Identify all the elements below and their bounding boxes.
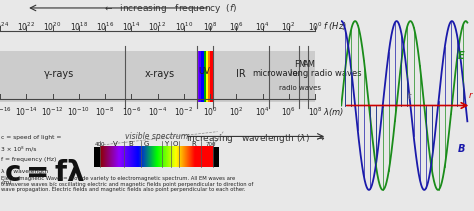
Text: visible spectrum: visible spectrum — [125, 132, 188, 141]
Text: $10^{-4}$: $10^{-4}$ — [148, 106, 167, 118]
Text: 3 × 10⁸ m/s: 3 × 10⁸ m/s — [1, 146, 37, 151]
Text: $10^{22}$: $10^{22}$ — [17, 20, 35, 33]
Text: B: B — [128, 141, 133, 147]
Text: $10^{8}$: $10^{8}$ — [308, 106, 322, 118]
Bar — [210, 51, 213, 102]
Text: $10^{6}$: $10^{6}$ — [281, 106, 296, 118]
Text: $10^{-8}$: $10^{-8}$ — [95, 106, 115, 118]
Text: $10^{-14}$: $10^{-14}$ — [15, 106, 37, 118]
Text: $10^{18}$: $10^{18}$ — [70, 20, 88, 33]
Bar — [201, 51, 204, 102]
Text: $10^{2}$: $10^{2}$ — [282, 20, 296, 33]
Text: G: G — [144, 141, 149, 147]
Text: λ = wavelength: λ = wavelength — [1, 169, 49, 173]
Text: x-rays: x-rays — [145, 69, 175, 79]
Text: $10^{10}$: $10^{10}$ — [174, 20, 193, 33]
Text: $10^{0}$: $10^{0}$ — [308, 20, 322, 33]
Text: $10^{0}$: $10^{0}$ — [202, 106, 218, 118]
Text: $10^{16}$: $10^{16}$ — [96, 20, 114, 33]
Text: $\lambda$(m): $\lambda$(m) — [323, 106, 344, 118]
Text: 400: 400 — [94, 142, 105, 147]
Text: UV: UV — [198, 67, 210, 76]
Text: B: B — [458, 144, 465, 154]
Text: long radio waves: long radio waves — [290, 69, 361, 78]
Text: $10^{24}$: $10^{24}$ — [0, 20, 9, 33]
Text: $\leftarrow$  increasing   frequency  ($f$): $\leftarrow$ increasing frequency ($f$) — [103, 2, 238, 15]
Bar — [94, 147, 100, 167]
Text: Y: Y — [164, 141, 168, 147]
Text: R: R — [191, 141, 196, 147]
Text: FM: FM — [294, 60, 306, 69]
Bar — [0, 51, 315, 102]
Text: Electromagnetic Waves= Provide variety to electromagnetic spectrum. All EM waves: Electromagnetic Waves= Provide variety t… — [1, 176, 254, 192]
Text: r: r — [469, 91, 472, 100]
Bar — [197, 51, 199, 102]
Text: c = speed of light =: c = speed of light = — [1, 135, 62, 140]
Text: $10^{-12}$: $10^{-12}$ — [41, 106, 64, 118]
Bar — [208, 51, 210, 102]
Text: $10^{-16}$: $10^{-16}$ — [0, 106, 11, 118]
Text: IR: IR — [236, 69, 246, 79]
Text: t: t — [408, 92, 411, 101]
Bar — [206, 51, 208, 102]
Text: $10^{20}$: $10^{20}$ — [43, 20, 62, 33]
Text: $10^{-10}$: $10^{-10}$ — [67, 106, 90, 118]
Text: radio waves: radio waves — [279, 85, 321, 91]
Text: $\mathbf{c = f\lambda}$: $\mathbf{c = f\lambda}$ — [4, 159, 85, 187]
Text: O: O — [172, 141, 178, 147]
Text: increasing   wavelength ($\lambda$)  $\rightarrow$: increasing wavelength ($\lambda$) $\righ… — [186, 132, 326, 145]
Text: $10^{2}$: $10^{2}$ — [229, 106, 244, 118]
Text: f = frequency (Hz): f = frequency (Hz) — [1, 157, 57, 162]
Text: (m): (m) — [1, 180, 12, 185]
Text: $10^{14}$: $10^{14}$ — [122, 20, 140, 33]
Text: $10^{4}$: $10^{4}$ — [255, 106, 270, 118]
Text: E: E — [458, 51, 465, 61]
Text: $10^{-2}$: $10^{-2}$ — [174, 106, 193, 118]
Text: $10^{12}$: $10^{12}$ — [148, 20, 166, 33]
Text: γ-rays: γ-rays — [44, 69, 74, 79]
Text: $f$ (Hz): $f$ (Hz) — [323, 20, 347, 32]
Text: AM: AM — [303, 60, 316, 69]
Text: $10^{4}$: $10^{4}$ — [255, 20, 270, 33]
Text: $10^{-6}$: $10^{-6}$ — [121, 106, 141, 118]
Text: V: V — [113, 141, 118, 147]
Text: $10^{8}$: $10^{8}$ — [202, 20, 218, 33]
Bar — [199, 51, 201, 102]
Bar — [213, 147, 219, 167]
Text: $10^{6}$: $10^{6}$ — [229, 20, 244, 33]
Text: microwave: microwave — [253, 69, 299, 78]
Text: 700: 700 — [205, 142, 216, 147]
Bar — [204, 51, 206, 102]
